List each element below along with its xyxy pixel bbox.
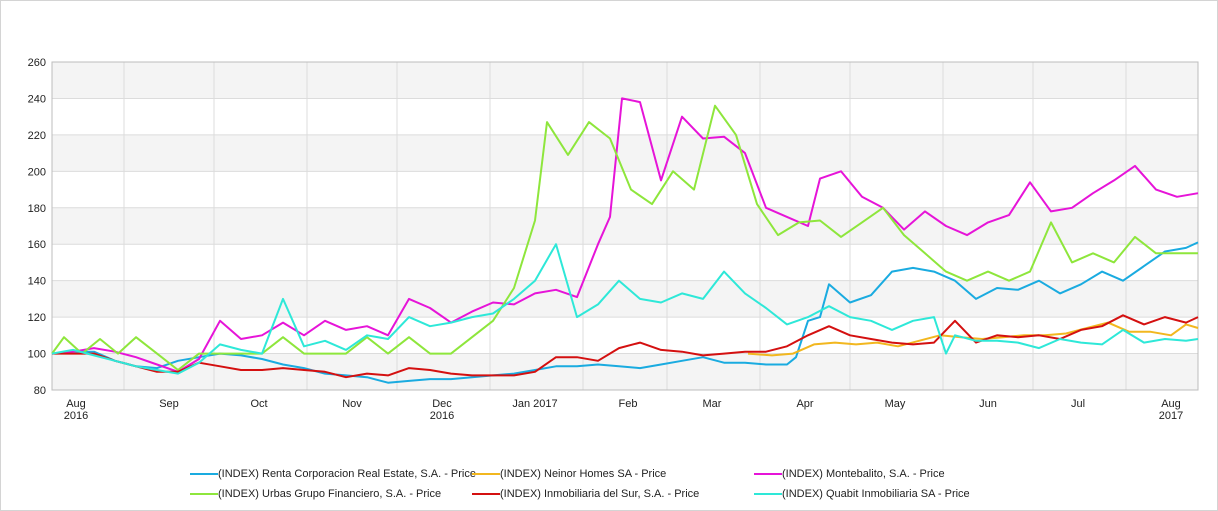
series-layer: [51, 97, 1199, 384]
grid-layer: [52, 61, 1198, 391]
x-tick-label: Apr: [796, 398, 813, 410]
grid-band: [52, 134, 1198, 172]
y-tick-label: 100: [28, 349, 46, 361]
y-tick-label: 180: [28, 203, 46, 215]
x-tick-label: Feb: [619, 398, 638, 410]
y-tick-label: 140: [28, 276, 46, 288]
x-tick-label: Nov: [342, 398, 362, 410]
series-line: [747, 321, 1199, 357]
x-tick-label: Mar: [703, 398, 722, 410]
grid-band: [52, 207, 1198, 245]
x-tick-label: Oct: [250, 398, 267, 410]
series-line: [51, 97, 1199, 373]
series-line: [51, 104, 1198, 371]
series-line: [51, 243, 1199, 375]
grid-band: [52, 353, 1198, 390]
x-tick-label: Jan 2017: [512, 398, 557, 410]
y-tick-label: 200: [28, 166, 46, 178]
y-tick-label: 240: [28, 93, 46, 105]
x-tick-label: Aug: [66, 398, 86, 410]
x-tick-label: Aug: [1161, 398, 1181, 410]
y-tick-label: 80: [34, 385, 46, 397]
y-tick-label: 160: [28, 239, 46, 251]
y-tick-label: 120: [28, 312, 46, 324]
x-tick-label: May: [885, 398, 906, 410]
series-line: [52, 314, 1199, 379]
x-tick-label: Jul: [1071, 398, 1085, 410]
x-tick-sublabel: 2017: [1159, 410, 1183, 422]
x-tick-label: Sep: [159, 398, 179, 410]
plot-border: [51, 61, 1199, 391]
y-tick-label: 220: [28, 130, 46, 142]
x-tick-label: Dec: [432, 398, 452, 410]
x-tick-label: Jun: [979, 398, 997, 410]
x-tick-sublabel: 2016: [64, 410, 88, 422]
x-tick-sublabel: 2016: [430, 410, 454, 422]
series-line: [51, 241, 1199, 384]
y-tick-label: 260: [28, 57, 46, 69]
grid-band: [52, 62, 1198, 99]
